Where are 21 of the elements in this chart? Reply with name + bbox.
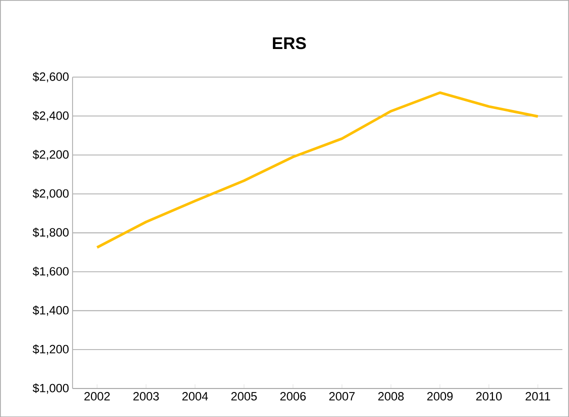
- y-tick-label: $1,800: [32, 228, 69, 238]
- x-tick-label: 2007: [329, 392, 355, 400]
- y-tick-label: $2,000: [32, 188, 69, 199]
- line-series: [96, 91, 540, 249]
- x-tick-label: 2005: [231, 392, 257, 400]
- y-tick-label: $1,400: [32, 305, 69, 316]
- y-tick-label: $2,600: [32, 72, 69, 82]
- x-tick-label: 2010: [476, 392, 502, 400]
- x-tick-label: 2006: [280, 392, 306, 400]
- chart-title: ERS: [272, 37, 306, 50]
- y-tick-label: $1,600: [32, 266, 69, 277]
- y-tick-label: $2,400: [32, 110, 69, 122]
- x-tick-label: 2002: [84, 392, 110, 400]
- x-tick-label: 2004: [182, 392, 208, 400]
- x-tick-label: 2008: [378, 392, 404, 400]
- x-tick-label: 2009: [427, 392, 453, 400]
- y-tick-label: $2,200: [32, 150, 69, 160]
- x-tick-label: 2011: [526, 392, 550, 400]
- y-tick-label: $1,000: [32, 383, 69, 394]
- x-tick-label: 2003: [133, 392, 159, 400]
- y-tick-label: $1,200: [32, 344, 69, 355]
